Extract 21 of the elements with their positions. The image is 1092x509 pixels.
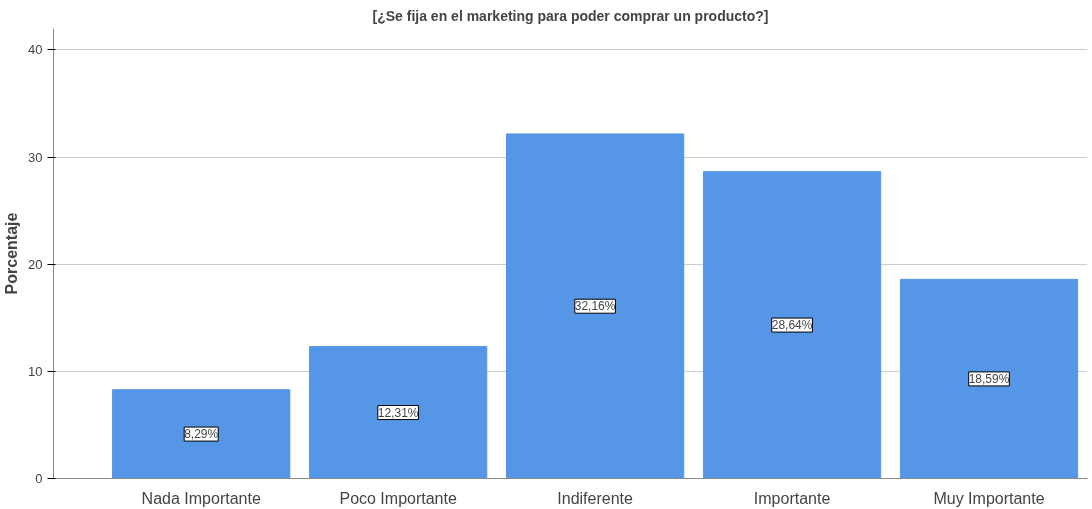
- bar: [899, 278, 1079, 479]
- data-label: 28,64%: [771, 318, 813, 333]
- x-tick-label: Poco Importante: [339, 489, 457, 507]
- x-tick-label: Muy Importante: [933, 489, 1045, 507]
- y-tick-label: 30: [28, 149, 43, 165]
- y-tick-label: 0: [35, 471, 43, 486]
- bar: [702, 171, 882, 479]
- y-tick-label: 40: [28, 42, 43, 58]
- bar: [309, 346, 488, 479]
- x-tick-label: Nada Importante: [141, 489, 261, 507]
- bar: [112, 389, 291, 479]
- y-tick-label: 20: [28, 256, 43, 272]
- chart-title: [¿Se fija en el marketing para poder comprar un producto?]: [372, 7, 769, 24]
- y-tick-label: 10: [28, 363, 43, 379]
- data-label: 12,31%: [377, 405, 419, 420]
- data-label: 18,59%: [968, 371, 1010, 386]
- y-axis-title: Porcentaje: [3, 212, 21, 295]
- x-tick-label: Importante: [753, 489, 831, 507]
- data-label: 32,16%: [574, 299, 616, 314]
- bar: [505, 133, 685, 479]
- x-tick-label: Indiferente: [557, 489, 634, 507]
